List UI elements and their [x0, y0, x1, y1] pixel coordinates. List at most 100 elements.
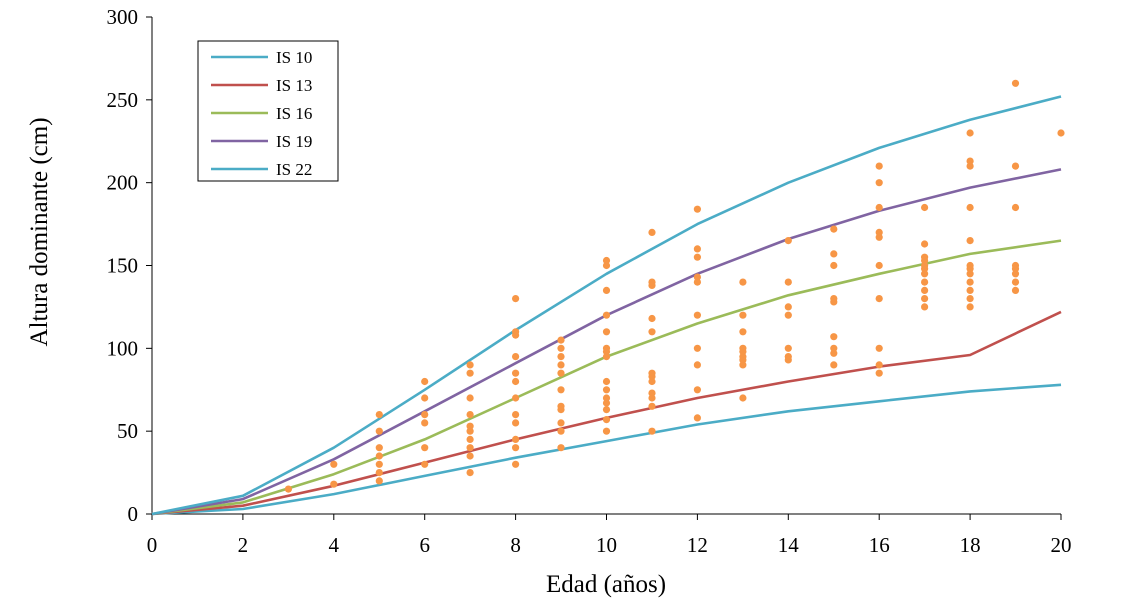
- data-point: [739, 394, 747, 402]
- data-point: [511, 369, 520, 377]
- data-point: [966, 286, 974, 294]
- data-point: [921, 240, 929, 248]
- data-point: [648, 369, 656, 377]
- series-line-is-22: [151, 95, 1062, 516]
- data-point: [511, 411, 520, 419]
- data-point: [830, 295, 838, 303]
- data-point: [921, 303, 929, 311]
- data-point: [375, 452, 383, 460]
- data-point: [830, 261, 838, 270]
- x-tick-label: 10: [596, 533, 617, 557]
- data-point: [1011, 79, 1020, 87]
- data-point: [784, 237, 792, 245]
- data-point: [875, 203, 883, 212]
- data-point: [875, 179, 883, 187]
- data-point: [602, 399, 611, 407]
- data-point: [966, 162, 974, 170]
- legend: IS 10 IS 13 IS 16 IS 19 IS 22: [197, 40, 339, 182]
- data-point: [784, 344, 792, 352]
- data-point: [602, 406, 611, 414]
- data-point: [1057, 129, 1065, 137]
- data-point: [557, 444, 565, 452]
- x-tick-label: 12: [687, 533, 708, 557]
- x-tick-label: 16: [869, 533, 890, 557]
- data-point: [1011, 261, 1020, 270]
- data-point: [557, 353, 565, 361]
- data-point: [466, 361, 474, 369]
- data-point: [784, 311, 792, 319]
- x-tick-label: 0: [147, 533, 158, 557]
- data-point: [602, 261, 611, 270]
- data-point: [602, 394, 611, 402]
- x-tick-label: 20: [1051, 533, 1072, 557]
- data-point: [966, 237, 974, 245]
- data-point: [966, 129, 974, 137]
- data-point: [784, 303, 792, 311]
- data-point: [421, 394, 429, 402]
- data-point: [511, 328, 520, 336]
- data-point: [466, 435, 474, 443]
- data-point: [466, 469, 474, 477]
- data-point: [511, 394, 520, 402]
- data-point: [557, 361, 565, 369]
- data-point: [421, 411, 429, 419]
- data-point: [693, 245, 702, 253]
- data-point: [921, 261, 929, 270]
- x-tick-label: 8: [510, 533, 521, 557]
- x-tick-label: 4: [329, 533, 340, 557]
- data-point: [648, 314, 656, 323]
- data-point: [466, 444, 474, 452]
- data-point: [966, 270, 974, 278]
- y-tick-label: 200: [107, 171, 139, 195]
- data-point: [921, 203, 929, 212]
- data-point: [648, 377, 656, 386]
- data-point: [602, 328, 611, 336]
- data-point: [557, 427, 565, 435]
- data-point: [966, 278, 974, 286]
- data-point: [875, 162, 883, 170]
- data-point: [830, 333, 838, 341]
- data-point: [648, 228, 656, 236]
- data-point: [693, 273, 702, 281]
- data-point: [830, 225, 838, 233]
- data-point: [921, 270, 929, 278]
- y-tick-label: 150: [107, 254, 139, 278]
- series-line-is-19: [151, 168, 1062, 516]
- data-point: [830, 361, 838, 369]
- data-point: [739, 278, 747, 286]
- data-point: [602, 311, 611, 319]
- legend-label: IS 13: [276, 76, 312, 95]
- data-point: [966, 303, 974, 311]
- data-point: [966, 157, 974, 165]
- data-point: [693, 205, 702, 213]
- data-point: [511, 444, 520, 452]
- data-point: [421, 419, 429, 427]
- observation-points: [284, 79, 1065, 493]
- data-point: [511, 295, 520, 303]
- data-point: [875, 228, 883, 236]
- data-point: [875, 344, 883, 352]
- data-point: [602, 416, 611, 424]
- data-point: [693, 253, 702, 261]
- data-point: [602, 353, 611, 361]
- data-point: [602, 427, 611, 435]
- data-point: [466, 411, 474, 419]
- data-point: [557, 419, 565, 427]
- series-line-is-10: [151, 383, 1062, 516]
- data-point: [466, 427, 474, 435]
- data-point: [602, 377, 611, 386]
- data-point: [739, 353, 747, 361]
- data-point: [602, 286, 611, 294]
- data-point: [466, 369, 474, 377]
- data-point: [875, 261, 883, 270]
- x-tick-label: 2: [238, 533, 249, 557]
- data-point: [466, 452, 474, 460]
- data-point: [466, 422, 474, 430]
- data-point: [602, 386, 611, 394]
- data-point: [557, 386, 565, 394]
- data-point: [693, 361, 702, 369]
- data-point: [784, 278, 792, 286]
- data-point: [1011, 162, 1020, 170]
- data-point: [875, 295, 883, 303]
